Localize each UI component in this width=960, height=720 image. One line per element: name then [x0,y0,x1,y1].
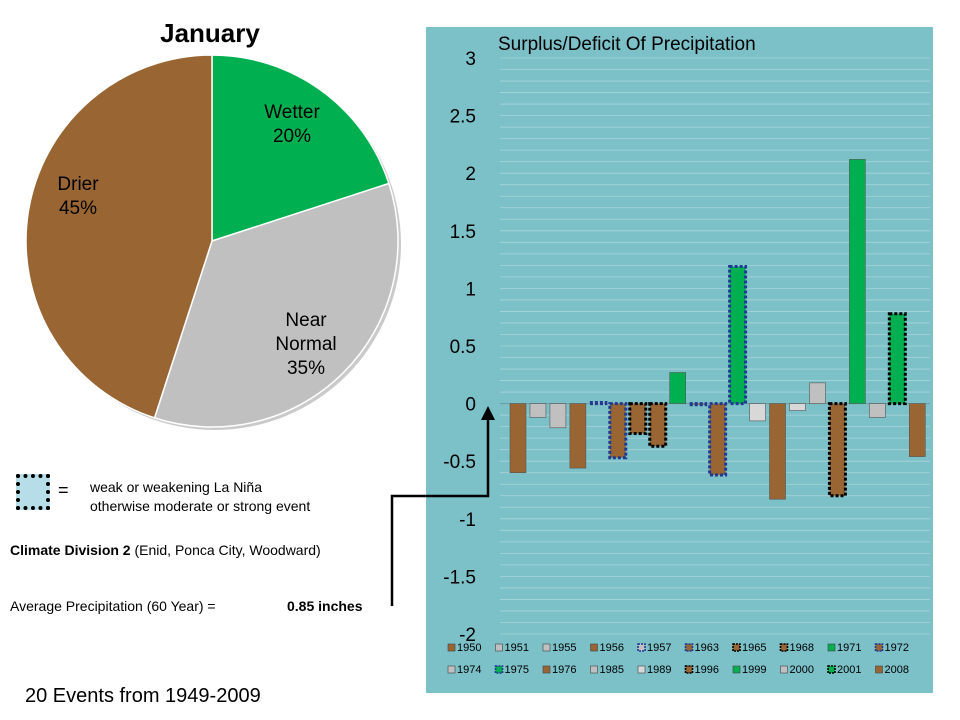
y-tick-label: 0 [465,395,476,416]
y-tick-label: 3 [465,49,476,70]
legend-label: 1975 [505,664,529,676]
bar [648,402,668,448]
legend-label: 1999 [742,664,766,676]
legend-label: 1974 [457,664,481,676]
bar [708,402,728,477]
bar [789,403,806,411]
y-tick-label: 1 [465,279,476,300]
legend-swatch [447,643,456,652]
pie-label-near-normal: Normal [275,334,336,355]
legend-label: 1950 [457,642,481,654]
pie-slice-drier [25,54,213,419]
climate-division-name: Climate Division 2 [10,542,131,558]
legend-label: 1951 [505,642,529,654]
bar [827,402,847,498]
legend-label: 1972 [885,642,909,654]
legend-label: 1989 [647,664,671,676]
bar [887,312,907,406]
legend-equals: = [58,480,69,500]
la-nina-legend-swatch [16,474,50,510]
pie-label-drier: Drier [57,174,99,195]
bar [908,403,926,457]
legend-swatch [494,665,504,674]
y-tick-label: -2 [459,625,476,646]
legend-swatch [590,643,598,652]
bar [688,402,708,407]
legend-label: 1955 [552,642,576,654]
bar [608,402,628,460]
bar [728,265,748,406]
legend-swatch [874,643,884,652]
y-tick-label: -1.5 [443,567,476,588]
legend-line-weak: weak or weakening La Niña [90,479,262,495]
pie-label-drier: 45% [59,198,97,219]
y-tick-label: -0.5 [443,452,476,473]
average-precip-label: Average Precipitation (60 Year) = [10,598,216,614]
bar [769,403,786,500]
connector-arrowhead [481,406,495,420]
pie-title: January [160,18,260,48]
legend-label: 1996 [695,664,719,676]
legend-swatch [495,643,503,652]
pie-slice-near-normal [153,182,399,428]
legend-label: 1957 [647,642,671,654]
legend-swatch [875,665,883,674]
legend-label: 1971 [837,642,861,654]
legend-line-strong: otherwise moderate or strong event [90,498,311,514]
climate-division-cities: (Enid, Ponca City, Woodward) [130,542,321,558]
pie-label-near-normal: Near [285,310,327,331]
pie-label-wetter: Wetter [264,102,320,123]
y-tick-label: 2 [465,164,476,185]
legend-label: 1956 [600,642,624,654]
legend-swatch [684,643,694,652]
legend-label: 1963 [695,642,719,654]
bar [569,403,587,469]
legend-swatch [827,643,836,652]
legend-swatch [732,643,741,652]
legend-label: 2008 [885,664,909,676]
chart-panel [426,27,933,693]
bar [869,403,886,418]
bar [529,403,547,418]
legend-swatch [684,665,694,674]
legend-label: 1968 [790,642,814,654]
pie-label-wetter: 20% [273,126,311,147]
events-caption: 20 Events from 1949-2009 [25,685,261,707]
chart-title: Surplus/Deficit Of Precipitation [498,34,756,55]
bar [549,403,567,429]
legend-swatch [779,643,789,652]
legend-label: 2001 [837,664,861,676]
y-tick-label: 2.5 [450,107,476,128]
bar [749,403,766,422]
bar [588,400,608,406]
legend-label: 2000 [790,664,814,676]
bar [628,402,648,436]
legend-swatch [637,665,646,674]
average-precip-value: 0.85 inches [287,598,363,614]
legend-label: 1985 [600,664,624,676]
y-tick-label: -1 [459,510,476,531]
legend-label: 1965 [742,642,766,654]
bar [809,382,826,404]
legend-label: 1976 [552,664,576,676]
legend-swatch [780,665,788,674]
legend-swatch [827,665,836,674]
legend-swatch [732,665,741,674]
legend-swatch [447,665,456,674]
bar [849,159,866,404]
connector-line [390,418,490,606]
pie-label-near-normal: 35% [287,358,325,379]
legend-swatch [637,643,646,652]
legend-swatch [542,643,551,652]
climate-division-text: Climate Division 2 (Enid, Ponca City, Wo… [10,542,321,558]
bar [669,372,686,404]
legend-swatch [590,665,598,674]
y-tick-label: 1.5 [450,222,476,243]
pie-slice-wetter [211,54,390,243]
y-tick-label: 0.5 [450,337,476,358]
bar [509,403,527,474]
legend-swatch [542,665,551,674]
